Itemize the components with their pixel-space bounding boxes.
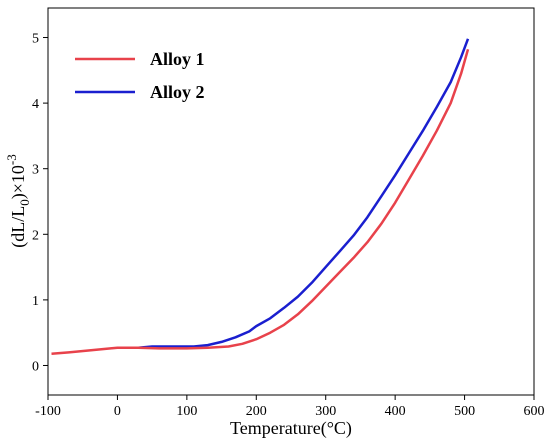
x-tick-label: 100 [176, 404, 197, 419]
x-tick-label: -100 [35, 404, 61, 419]
x-axis-ticks: -100 0 100 200 300 400 500 600 [35, 395, 545, 419]
x-tick-label: 300 [315, 404, 336, 419]
x-tick-label: 500 [454, 404, 475, 419]
series-lines [51, 38, 470, 355]
legend-label-alloy-1: Alloy 1 [150, 49, 205, 69]
x-axis-title: Temperature(°C) [230, 418, 352, 439]
legend: Alloy 1 Alloy 2 [75, 49, 205, 102]
series-line-alloy-2 [117, 38, 470, 350]
x-tick-label: 600 [524, 404, 545, 419]
y-tick-label: 4 [32, 97, 39, 112]
plot-frame [47, 7, 535, 396]
x-tick-label: 400 [385, 404, 406, 419]
y-tick-label: 0 [32, 359, 39, 374]
x-tick-label: 0 [114, 404, 121, 419]
x-tick-label: 200 [246, 404, 267, 419]
series-line-alloy-1 [51, 48, 470, 355]
y-axis-title: (dL/L0)×10-3 [4, 154, 32, 248]
y-tick-label: 5 [32, 32, 39, 47]
y-axis-ticks: 0 1 2 3 4 5 [32, 32, 48, 374]
y-tick-label: 3 [32, 163, 39, 178]
y-tick-label: 1 [32, 294, 39, 309]
legend-label-alloy-2: Alloy 2 [150, 82, 205, 102]
y-tick-label: 2 [32, 228, 39, 243]
